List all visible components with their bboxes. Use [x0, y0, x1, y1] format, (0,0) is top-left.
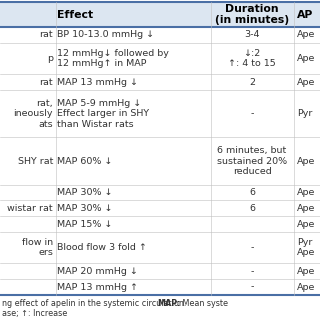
Bar [0, 2, 320, 27]
Text: rat: rat [39, 78, 53, 87]
Text: flow in
ers: flow in ers [22, 238, 53, 257]
Text: 3-4: 3-4 [244, 30, 260, 39]
Text: MAP:: MAP: [157, 299, 180, 308]
Text: -: - [250, 267, 254, 276]
Text: 6: 6 [249, 204, 255, 213]
Text: BP 10-13.0 mmHg ↓: BP 10-13.0 mmHg ↓ [57, 30, 154, 39]
Text: Ape: Ape [297, 267, 316, 276]
Text: Ape: Ape [297, 30, 316, 39]
Text: Ape: Ape [297, 283, 316, 292]
Text: ↓:2
↑: 4 to 15: ↓:2 ↑: 4 to 15 [228, 49, 276, 68]
Text: MAP 60% ↓: MAP 60% ↓ [57, 156, 112, 165]
Text: wistar rat: wistar rat [7, 204, 53, 213]
Text: Ape: Ape [297, 188, 316, 197]
Text: ase; ↑: Increase: ase; ↑: Increase [2, 309, 67, 318]
Text: Ape: Ape [297, 78, 316, 87]
Text: MAP 20 mmHg ↓: MAP 20 mmHg ↓ [57, 267, 138, 276]
Text: MAP 15% ↓: MAP 15% ↓ [57, 220, 112, 228]
Text: p: p [47, 54, 53, 63]
Text: Ape: Ape [297, 156, 316, 165]
Text: Ape: Ape [297, 204, 316, 213]
Text: AP: AP [297, 10, 313, 20]
Text: Pyr: Pyr [297, 109, 312, 118]
Text: 2: 2 [249, 78, 255, 87]
Text: rat,
ineously
ats: rat, ineously ats [13, 99, 53, 129]
Text: ng effect of apelin in the systemic circulation.: ng effect of apelin in the systemic circ… [2, 299, 189, 308]
Text: Duration
(in minutes): Duration (in minutes) [215, 4, 289, 25]
Text: Blood flow 3 fold ↑: Blood flow 3 fold ↑ [57, 243, 147, 252]
Text: -: - [250, 243, 254, 252]
Text: Effect: Effect [57, 10, 93, 20]
Text: MAP 13 mmHg ↓: MAP 13 mmHg ↓ [57, 78, 138, 87]
Text: Ape: Ape [297, 54, 316, 63]
Text: -: - [250, 109, 254, 118]
Text: 12 mmHg↓ followed by
12 mmHg↑ in MAP: 12 mmHg↓ followed by 12 mmHg↑ in MAP [57, 49, 169, 68]
Text: 6: 6 [249, 188, 255, 197]
Text: Pyr
Ape: Pyr Ape [297, 238, 316, 257]
Text: rat: rat [39, 30, 53, 39]
Text: 6 minutes, but
sustained 20%
reduced: 6 minutes, but sustained 20% reduced [217, 146, 287, 176]
Text: MAP 30% ↓: MAP 30% ↓ [57, 204, 113, 213]
Text: -: - [250, 283, 254, 292]
Text: MAP 5-9 mmHg ↓
Effect larger in SHY
than Wistar rats: MAP 5-9 mmHg ↓ Effect larger in SHY than… [57, 99, 149, 129]
Text: MAP 30% ↓: MAP 30% ↓ [57, 188, 113, 197]
Text: Ape: Ape [297, 220, 316, 228]
Text: Mean syste: Mean syste [180, 299, 228, 308]
Text: SHY rat: SHY rat [18, 156, 53, 165]
Text: MAP 13 mmHg ↑: MAP 13 mmHg ↑ [57, 283, 138, 292]
